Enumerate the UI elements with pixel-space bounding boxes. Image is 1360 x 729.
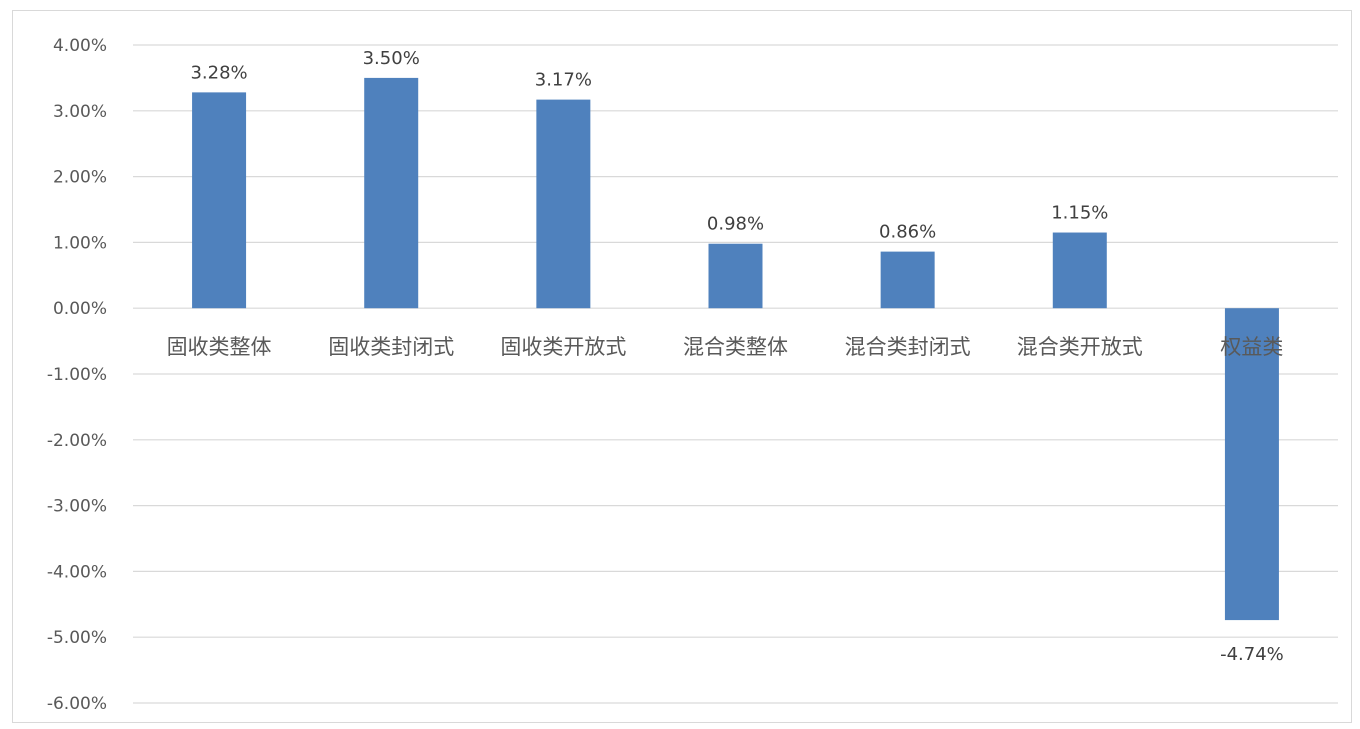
bar: [192, 92, 247, 309]
category-label: 固收类整体: [167, 335, 272, 359]
y-tick-label: 2.00%: [53, 168, 107, 188]
data-label: 3.50%: [363, 48, 420, 69]
bar: [708, 243, 763, 309]
y-tick-label: -5.00%: [47, 628, 107, 648]
data-label: 1.15%: [1051, 203, 1108, 224]
y-tick-label: -1.00%: [47, 365, 107, 385]
y-tick-label: -2.00%: [47, 431, 107, 451]
bar: [1224, 308, 1279, 621]
category-label: 混合类开放式: [1017, 335, 1143, 359]
bar: [880, 251, 935, 309]
y-tick-label: -6.00%: [47, 694, 107, 714]
data-label: 0.86%: [879, 222, 936, 243]
data-label: 3.17%: [535, 70, 592, 91]
category-labels: 固收类整体 固收类封闭式 固收类开放式 混合类整体 混合类封闭式 混合类开放式 权益类: [167, 335, 1284, 359]
bar: [364, 77, 419, 309]
y-tick-label: -4.00%: [47, 562, 107, 582]
category-label: 混合类整体: [683, 335, 788, 359]
y-tick-label: 4.00%: [53, 36, 107, 56]
y-tick-label: 3.00%: [53, 102, 107, 122]
category-label: 固收类封闭式: [328, 335, 454, 359]
bar: [536, 99, 591, 309]
y-tick-label: 0.00%: [53, 299, 107, 319]
bars: [192, 77, 1279, 621]
data-label: 0.98%: [707, 214, 764, 235]
category-label: 权益类: [1220, 335, 1283, 359]
data-label: 3.28%: [190, 62, 247, 83]
chart-frame: [12, 10, 1352, 723]
data-label: -4.74%: [1220, 644, 1284, 665]
y-tick-label: 1.00%: [53, 233, 107, 253]
y-axis-tick-labels: 4.00% 3.00% 2.00% 1.00% 0.00% -1.00% -2.00% -3.…: [47, 36, 107, 714]
category-label: 固收类开放式: [500, 335, 626, 359]
gridlines: [133, 44, 1338, 704]
category-label: 混合类封闭式: [845, 335, 971, 359]
bar: [1052, 232, 1107, 309]
y-tick-label: -3.00%: [47, 497, 107, 517]
data-labels: 3.28% 3.50% 3.17% 0.98% 0.86% 1.15% -4.74%: [190, 48, 1283, 665]
